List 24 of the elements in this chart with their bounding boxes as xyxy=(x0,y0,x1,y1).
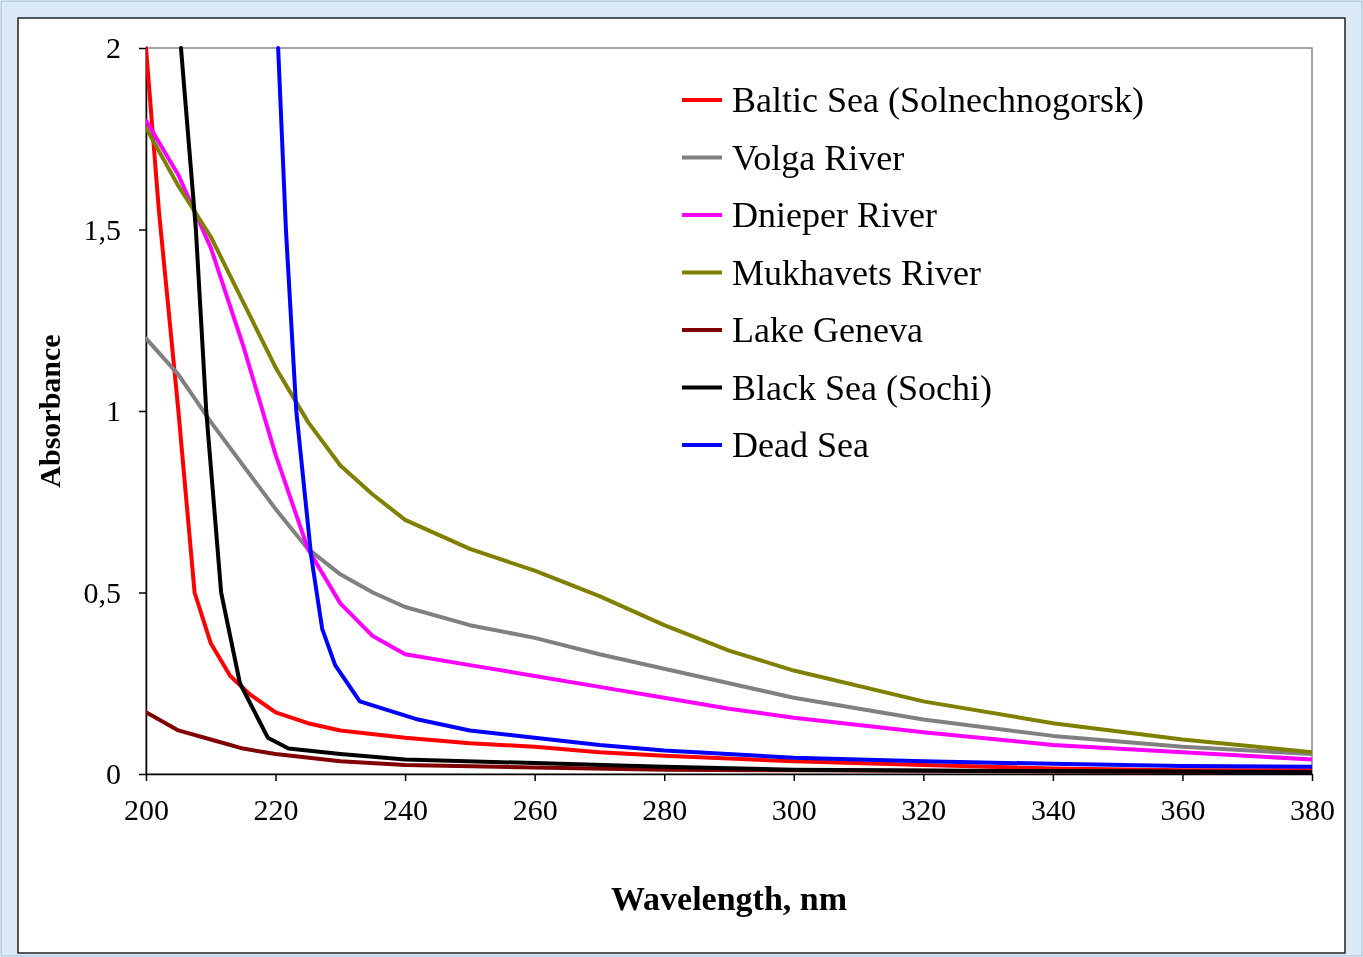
x-tick-label: 300 xyxy=(771,793,817,826)
legend-label: Black Sea (Sochi) xyxy=(732,367,992,408)
y-tick-label: 2 xyxy=(106,31,121,65)
x-tick-label: 360 xyxy=(1160,793,1206,826)
legend-label: Baltic Sea (Solnechnogorsk) xyxy=(732,80,1144,120)
x-tick-label: 320 xyxy=(901,793,947,826)
y-tick-label: 1,5 xyxy=(83,212,121,246)
y-tick-label: 1 xyxy=(106,394,121,428)
legend-label: Dnieper River xyxy=(732,195,937,235)
x-tick-label: 340 xyxy=(1030,793,1076,826)
legend-label: Mukhavets River xyxy=(732,252,981,293)
y-tick-label: 0 xyxy=(106,757,121,791)
x-tick-label: 260 xyxy=(512,793,558,826)
x-tick-label: 380 xyxy=(1290,793,1335,826)
y-axis-title: Absorbance xyxy=(33,334,66,488)
x-tick-label: 200 xyxy=(124,793,169,826)
legend-label: Volga River xyxy=(732,137,905,178)
legend-label: Dead Sea xyxy=(732,425,869,465)
legend-label: Lake Geneva xyxy=(732,310,923,350)
x-tick-label: 220 xyxy=(253,793,299,826)
y-tick-label: 0,5 xyxy=(83,575,121,609)
x-axis-title: Wavelength, nm xyxy=(610,880,848,917)
x-tick-label: 280 xyxy=(642,793,688,826)
x-tick-label: 240 xyxy=(383,793,429,826)
